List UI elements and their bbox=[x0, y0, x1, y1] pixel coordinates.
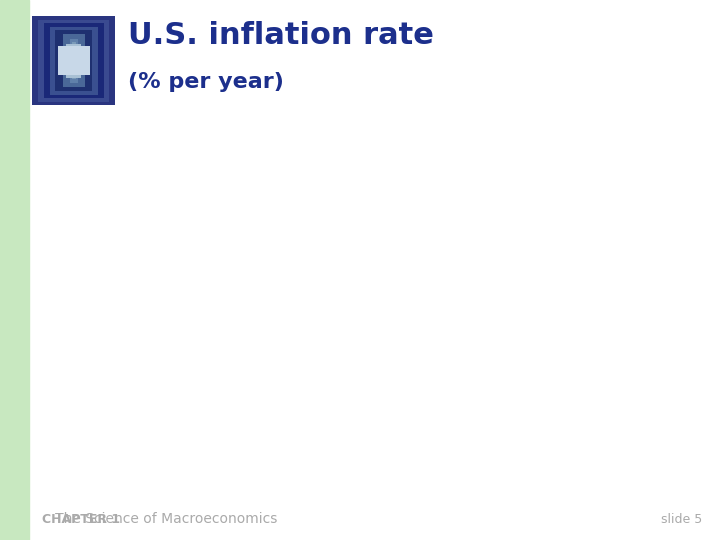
Text: CHAPTER 1: CHAPTER 1 bbox=[42, 513, 120, 526]
Bar bbox=[38, 19, 109, 102]
Bar bbox=[44, 23, 104, 98]
Bar bbox=[50, 26, 98, 95]
Bar bbox=[58, 46, 90, 75]
Text: (% per year): (% per year) bbox=[128, 72, 284, 92]
Bar bbox=[72, 42, 76, 79]
Bar bbox=[70, 39, 78, 83]
Bar bbox=[0, 0, 29, 540]
Bar bbox=[55, 30, 92, 91]
Text: U.S. inflation rate: U.S. inflation rate bbox=[128, 21, 434, 50]
Bar bbox=[32, 16, 115, 105]
Bar bbox=[66, 44, 81, 78]
Text: slide 5: slide 5 bbox=[661, 513, 702, 526]
Text: The Science of Macroeconomics: The Science of Macroeconomics bbox=[42, 512, 277, 526]
Bar bbox=[63, 35, 85, 87]
